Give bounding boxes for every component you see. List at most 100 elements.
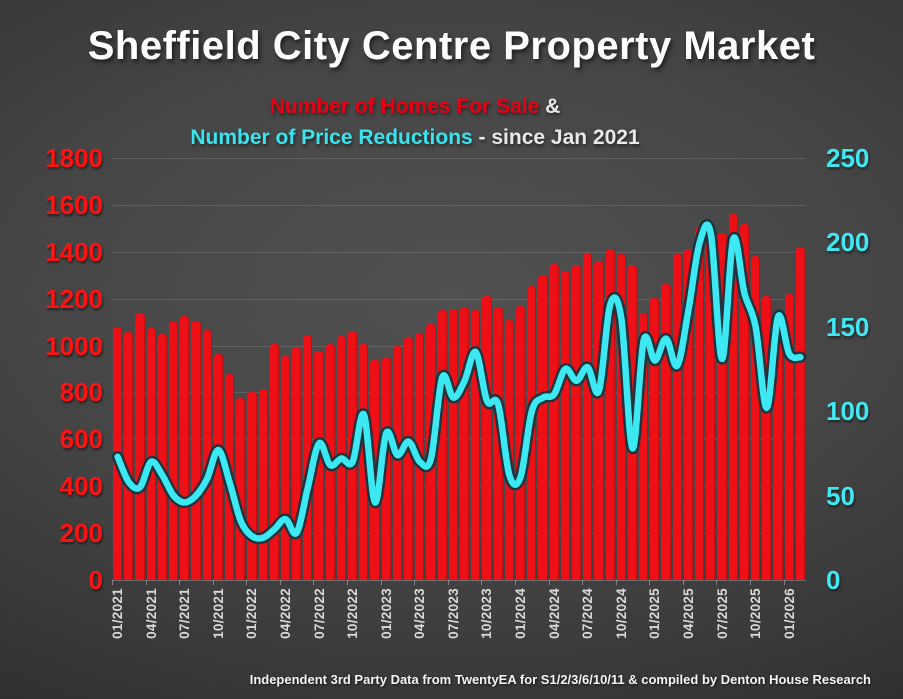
homes-for-sale-bar (448, 309, 458, 580)
x-axis-tick-label: 01/2026 (781, 588, 797, 639)
homes-for-sale-bar (426, 324, 436, 580)
homes-for-sale-bar (784, 293, 794, 580)
homes-for-sale-bar (258, 388, 268, 580)
x-axis-tickmark (145, 580, 147, 585)
left-axis-tick-label: 1000 (45, 330, 103, 361)
x-axis-tick-label: 04/2024 (546, 588, 562, 639)
left-axis-tick-label: 200 (59, 518, 103, 549)
x-axis-tickmark (716, 580, 718, 585)
homes-for-sale-bar (415, 333, 425, 580)
homes-for-sale-bar (493, 306, 503, 580)
x-axis-tick-label: 07/2023 (445, 588, 461, 639)
homes-for-sale-bar (292, 346, 302, 580)
homes-for-sale-bar (661, 284, 671, 580)
homes-for-sale-bar (594, 261, 604, 580)
right-axis-tick-label: 200 (826, 227, 870, 258)
homes-for-sale-bar (202, 330, 212, 580)
homes-for-sale-bar (325, 344, 335, 580)
homes-for-sale-bar (482, 296, 492, 580)
homes-for-sale-bar (538, 275, 548, 580)
x-axis-tickmark (380, 580, 382, 585)
left-axis-tick-label: 1600 (45, 189, 103, 220)
x-axis-tick-label: 10/2025 (748, 588, 764, 639)
homes-for-sale-bar (381, 357, 391, 580)
homes-for-sale-bar (795, 247, 805, 580)
homes-for-sale-bar (135, 312, 145, 580)
x-axis-tickmark (313, 580, 315, 585)
x-axis-tickmark (212, 580, 214, 585)
x-axis-tickmark (548, 580, 550, 585)
homes-for-sale-bar (706, 233, 716, 580)
homes-for-sale-bar (370, 360, 380, 580)
left-axis-tick-label: 800 (59, 377, 103, 408)
legend-ampersand: & (539, 95, 561, 118)
plot-area (112, 158, 806, 581)
chart-subtitle-line1: Number of Homes For Sale & (0, 95, 830, 119)
homes-for-sale-bar (236, 398, 246, 580)
x-axis-tickmark (447, 580, 449, 585)
right-axis-tick-label: 50 (826, 480, 855, 511)
x-axis-tick-label: 01/2023 (378, 588, 394, 639)
homes-for-sale-bar (616, 254, 626, 580)
x-axis-tickmark (682, 580, 684, 585)
homes-for-sale-bar (672, 253, 682, 580)
homes-for-sale-bar (683, 248, 694, 580)
homes-for-sale-bar (527, 285, 537, 580)
homes-for-sale-bar (269, 344, 279, 580)
x-axis-tickmark (179, 580, 181, 585)
x-axis-tick-label: 01/2021 (110, 588, 126, 639)
x-axis-tickmark (649, 580, 651, 585)
homes-for-sale-bar (392, 345, 403, 580)
homes-for-sale-bar (157, 333, 167, 580)
homes-for-sale-bar (113, 326, 123, 580)
left-axis-tick-label: 1400 (45, 236, 103, 267)
x-axis-tick-label: 01/2025 (647, 588, 663, 639)
homes-for-sale-bar (639, 312, 649, 580)
gridline (112, 204, 806, 206)
homes-for-sale-bar (762, 295, 772, 580)
legend-homes-for-sale: Number of Homes For Sale (269, 95, 540, 118)
homes-for-sale-bar (560, 270, 570, 580)
left-axis-tick-label: 1800 (45, 143, 103, 173)
x-axis-tick-label: 04/2022 (278, 588, 293, 639)
x-axis-tick-label: 10/2024 (613, 588, 629, 639)
homes-for-sale-bar (146, 327, 156, 580)
x-axis-tickmark (783, 580, 785, 585)
homes-for-sale-bar (695, 227, 705, 580)
homes-for-sale-bar (650, 297, 660, 580)
homes-for-sale-bar (515, 306, 526, 580)
right-axis-tick-label: 100 (826, 396, 870, 427)
x-axis-tick-label: 04/2025 (680, 588, 696, 639)
homes-for-sale-bar (571, 264, 582, 580)
left-axis-tick-label: 600 (59, 424, 103, 455)
x-axis-tick-label: 10/2021 (210, 588, 226, 639)
homes-for-sale-bar (728, 213, 738, 580)
homes-for-sale-bar (627, 264, 638, 580)
homes-for-sale-bar (751, 255, 761, 580)
x-axis-tick-label: 01/2022 (244, 588, 260, 639)
x-axis-tick-label: 10/2022 (345, 588, 361, 639)
x-axis-tick-label: 07/2024 (580, 588, 596, 639)
x-axis-tick-label: 10/2023 (479, 588, 495, 639)
x-axis-tick-label: 07/2021 (177, 588, 193, 639)
homes-for-sale-bar (224, 373, 235, 580)
chart-subtitle-line2: Number of Price Reductions - since Jan 2… (0, 126, 830, 150)
homes-for-sale-bar (739, 223, 750, 580)
x-axis-tick-label: 01/2024 (513, 588, 529, 639)
left-axis-tick-label: 1200 (45, 283, 103, 314)
x-axis-tickmark (414, 580, 416, 585)
homes-for-sale-bar (314, 351, 324, 580)
x-axis-tickmark (615, 580, 617, 585)
right-axis-tick-label: 250 (826, 143, 870, 173)
homes-for-sale-bar (471, 310, 481, 580)
homes-for-sale-bar (404, 337, 414, 580)
right-axis-tick-label: 150 (826, 311, 870, 342)
homes-for-sale-bar (348, 331, 358, 580)
homes-for-sale-bar (213, 353, 223, 580)
x-axis-tickmark (279, 580, 281, 585)
gridline (112, 158, 806, 159)
x-axis-tickmark (112, 580, 113, 585)
x-axis-tickmark (514, 580, 516, 585)
x-axis-tick-label: 04/2023 (412, 588, 428, 639)
homes-for-sale-bar (180, 316, 190, 580)
